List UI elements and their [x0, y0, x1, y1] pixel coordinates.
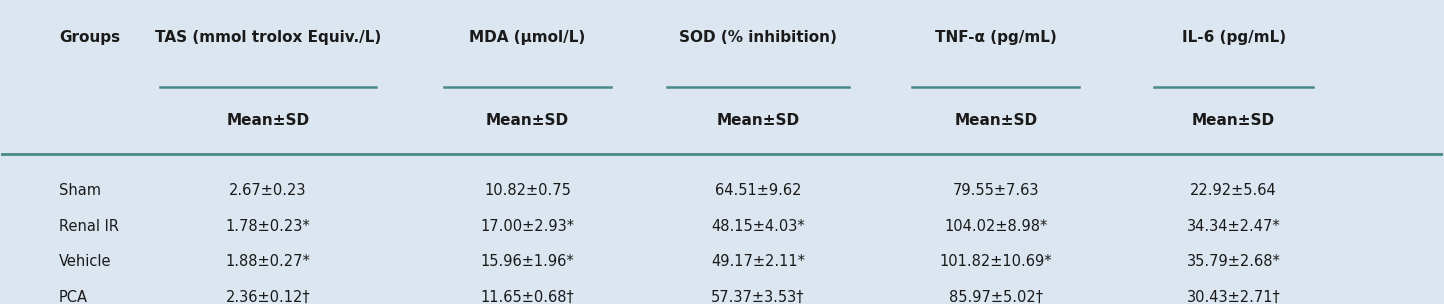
Text: 35.79±2.68*: 35.79±2.68* — [1187, 254, 1281, 269]
Text: IL-6 (pg/mL): IL-6 (pg/mL) — [1181, 30, 1285, 45]
Text: MDA (μmol/L): MDA (μmol/L) — [469, 30, 586, 45]
Text: Mean±SD: Mean±SD — [1193, 113, 1275, 128]
Text: TAS (mmol trolox Equiv./L): TAS (mmol trolox Equiv./L) — [155, 30, 381, 45]
Text: 2.67±0.23: 2.67±0.23 — [230, 183, 306, 199]
Text: 48.15±4.03*: 48.15±4.03* — [710, 219, 804, 233]
Text: 101.82±10.69*: 101.82±10.69* — [940, 254, 1053, 269]
Text: Mean±SD: Mean±SD — [954, 113, 1037, 128]
Text: 104.02±8.98*: 104.02±8.98* — [944, 219, 1047, 233]
Text: PCA: PCA — [59, 290, 88, 304]
Text: 79.55±7.63: 79.55±7.63 — [953, 183, 1040, 199]
Text: 1.78±0.23*: 1.78±0.23* — [225, 219, 310, 233]
Text: Mean±SD: Mean±SD — [716, 113, 800, 128]
Text: 1.88±0.27*: 1.88±0.27* — [225, 254, 310, 269]
Text: 49.17±2.11*: 49.17±2.11* — [710, 254, 806, 269]
Text: 15.96±1.96*: 15.96±1.96* — [481, 254, 575, 269]
Text: TNF-α (pg/mL): TNF-α (pg/mL) — [934, 30, 1057, 45]
Text: Vehicle: Vehicle — [59, 254, 111, 269]
Text: 10.82±0.75: 10.82±0.75 — [484, 183, 570, 199]
Text: 57.37±3.53†: 57.37±3.53† — [712, 290, 804, 304]
Text: 11.65±0.68†: 11.65±0.68† — [481, 290, 575, 304]
Text: Groups: Groups — [59, 30, 120, 45]
Text: Renal IR: Renal IR — [59, 219, 118, 233]
Text: Mean±SD: Mean±SD — [227, 113, 309, 128]
Text: 17.00±2.93*: 17.00±2.93* — [481, 219, 575, 233]
Text: 22.92±5.64: 22.92±5.64 — [1190, 183, 1276, 199]
Text: 85.97±5.02†: 85.97±5.02† — [949, 290, 1043, 304]
Text: 34.34±2.47*: 34.34±2.47* — [1187, 219, 1281, 233]
Text: Sham: Sham — [59, 183, 101, 199]
Text: 64.51±9.62: 64.51±9.62 — [715, 183, 801, 199]
Text: Mean±SD: Mean±SD — [485, 113, 569, 128]
Text: 30.43±2.71†: 30.43±2.71† — [1187, 290, 1281, 304]
Text: 2.36±0.12†: 2.36±0.12† — [225, 290, 310, 304]
Text: SOD (% inhibition): SOD (% inhibition) — [679, 30, 838, 45]
